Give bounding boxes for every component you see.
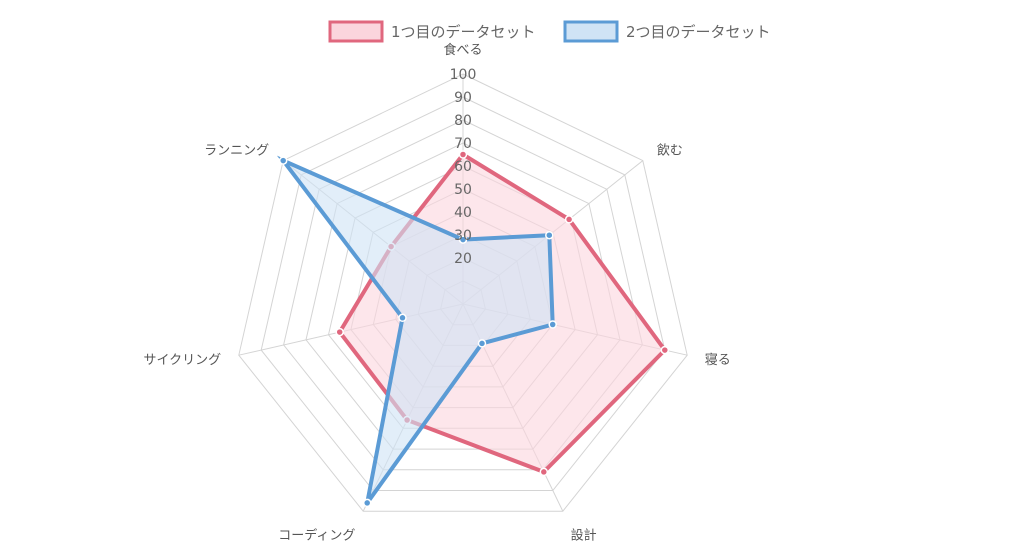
series-layer <box>276 150 670 508</box>
tick-labels: 20 30 40 50 60 70 80 90 100 <box>450 67 477 267</box>
legend-label-1: 1つ目のデータセット <box>391 23 536 41</box>
legend: 1つ目のデータセット 2つ目のデータセット <box>328 20 771 43</box>
series-1-point-3[interactable] <box>539 467 549 477</box>
tick-label-70: 70 <box>454 136 472 152</box>
tick-label-20: 20 <box>454 251 472 267</box>
tick-label-40: 40 <box>454 205 472 221</box>
series-2-point-5[interactable] <box>398 313 407 323</box>
tick-label-60: 60 <box>454 159 472 175</box>
legend-item-2[interactable]: 2つ目のデータセット <box>563 20 771 43</box>
legend-swatch-1 <box>328 20 384 43</box>
series-2-point-1[interactable] <box>545 230 554 240</box>
axis-label-6: ランニング <box>204 143 269 158</box>
series-2 <box>276 155 557 508</box>
axis-label-2: 寝る <box>705 352 731 368</box>
grid-ring-90 <box>260 96 666 491</box>
series-1-point-5[interactable] <box>335 327 344 337</box>
series-1-point-2[interactable] <box>660 345 670 355</box>
series-1-point-1[interactable] <box>564 215 574 224</box>
series-2-point-4[interactable] <box>362 498 372 508</box>
grid-ring-80 <box>283 119 643 471</box>
tick-label-100: 100 <box>450 67 477 83</box>
legend-swatch-2 <box>563 20 619 43</box>
axis-label-5: サイクリング <box>143 353 221 368</box>
grid-ring-100 <box>238 73 688 512</box>
tick-label-90: 90 <box>454 90 472 106</box>
legend-label-2: 2つ目のデータセット <box>626 23 771 41</box>
legend-item-1[interactable]: 1つ目のデータセット <box>328 20 536 43</box>
series-2-point-0[interactable] <box>458 235 468 244</box>
series-2-point-3[interactable] <box>477 339 487 348</box>
series-2-point-6[interactable] <box>278 156 288 165</box>
tick-label-30: 30 <box>454 228 472 244</box>
series-2-area <box>276 155 555 505</box>
axis-label-4: コーディング <box>278 527 355 543</box>
tick-label-80: 80 <box>454 113 472 129</box>
series-2-point-2[interactable] <box>548 320 557 329</box>
series-1-point-0[interactable] <box>458 150 468 159</box>
axis-label-0: 食べる <box>443 42 482 58</box>
axis-label-1: 飲む <box>657 142 683 158</box>
axis-label-3: 設計 <box>571 527 597 543</box>
tick-label-50: 50 <box>454 182 472 198</box>
